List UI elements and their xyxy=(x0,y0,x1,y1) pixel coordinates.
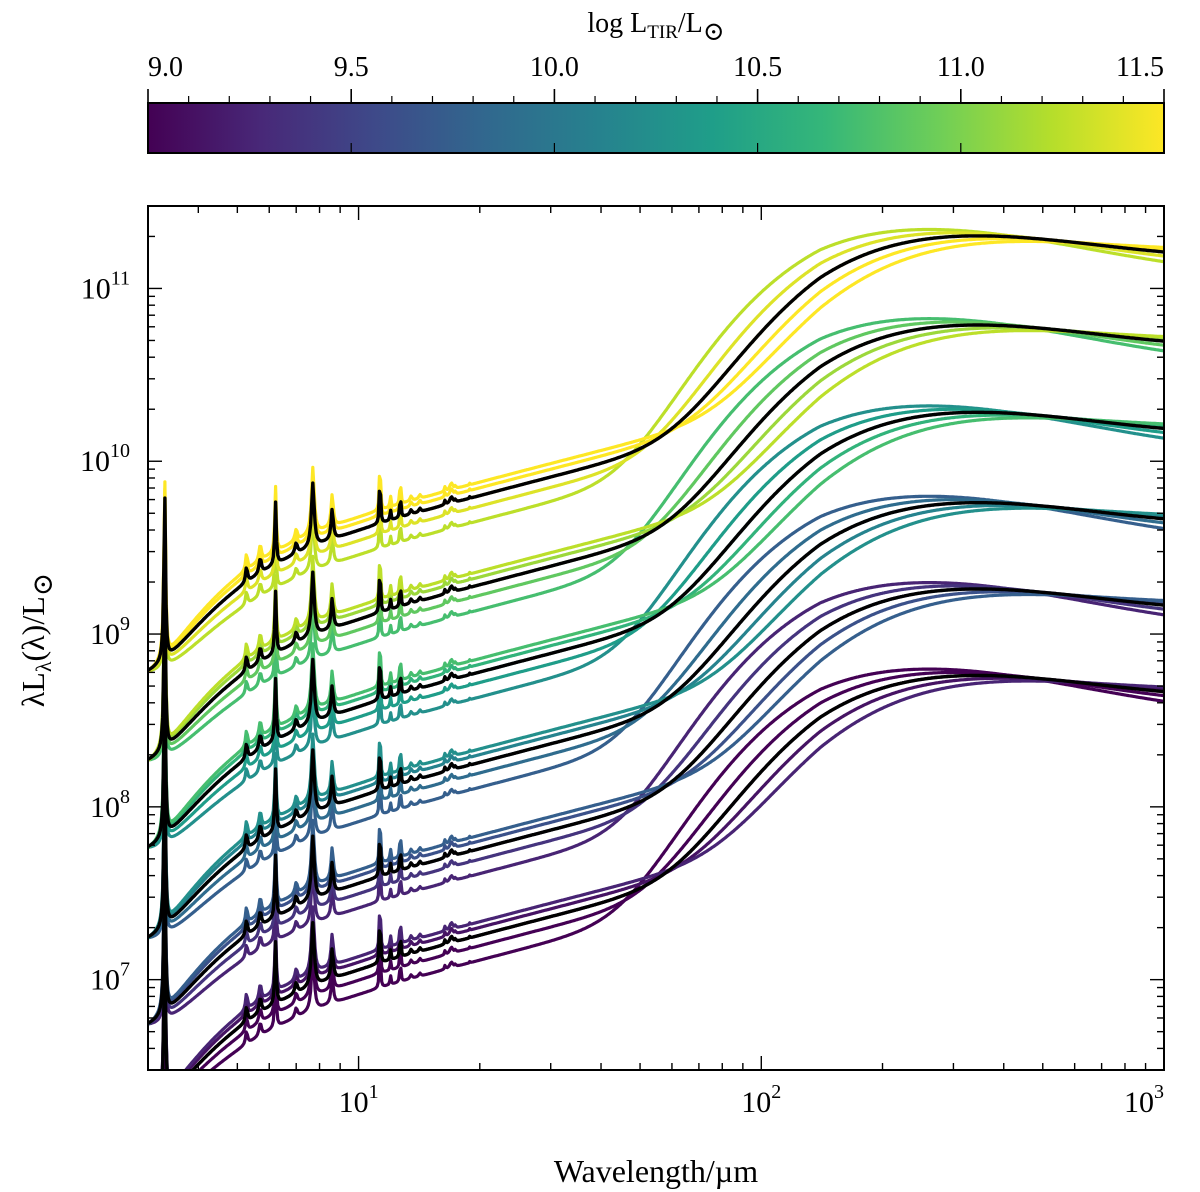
sed-curve xyxy=(148,506,1164,940)
colorbar-bar xyxy=(147,102,1165,154)
sed-curve-reference xyxy=(148,501,1164,939)
sed-curve xyxy=(148,317,1164,762)
colorbar-ticks xyxy=(147,89,1165,153)
colorbar-label: log LTIR/L⊙ xyxy=(587,8,724,46)
x-axis-label: Wavelength/µm xyxy=(554,1153,758,1189)
sed-curve xyxy=(148,234,1164,672)
y-tick-label: 109 xyxy=(90,613,130,651)
colorbar-tick-label: 10.0 xyxy=(530,52,579,83)
x-tick-labels: 101 102 103 xyxy=(339,1081,1164,1119)
sed-curve xyxy=(148,239,1164,673)
plot-area: 101 102 103 107 108 109 1010 1011 xyxy=(80,205,1165,1119)
sed-curve-reference xyxy=(148,234,1164,672)
sed-curve xyxy=(148,407,1164,849)
sed-curve xyxy=(148,592,1164,1026)
sed-curve xyxy=(148,410,1164,848)
x-tick-label: 101 xyxy=(339,1081,379,1119)
y-tick-labels: 107 108 109 1010 1011 xyxy=(80,267,130,996)
sed-curve xyxy=(148,503,1164,939)
sed-curve xyxy=(148,227,1164,673)
x-tick-label: 103 xyxy=(1124,1081,1164,1119)
y-tick-label: 108 xyxy=(90,786,130,824)
x-tick-label: 102 xyxy=(741,1081,781,1119)
series-lines xyxy=(148,227,1164,1070)
colorbar: log LTIR/L⊙ 9.0 9.5 10.0 10.5 11.0 11.5 xyxy=(147,8,1165,154)
colorbar-tick-label: 10.5 xyxy=(733,52,782,83)
sed-curve xyxy=(160,679,1164,1070)
y-axis-label: λLλ(λ)/L⊙ xyxy=(15,573,59,707)
colorbar-tick-label: 9.0 xyxy=(148,52,183,83)
sed-curve xyxy=(148,237,1164,672)
colorbar-tick-label: 11.5 xyxy=(1116,52,1164,83)
sed-curve-reference xyxy=(148,587,1164,1025)
sed-curve-reference xyxy=(148,410,1164,848)
y-tick-label: 107 xyxy=(90,959,130,997)
sed-curve xyxy=(160,673,1164,1070)
colorbar-tick-label: 9.5 xyxy=(334,52,369,83)
plot-frame xyxy=(147,205,1165,1071)
axis-ticks xyxy=(147,205,1165,1071)
sed-curve xyxy=(148,416,1164,850)
y-tick-label: 1011 xyxy=(81,267,130,305)
sed-curve xyxy=(148,329,1164,762)
colorbar-tick-labels: 9.0 9.5 10.0 10.5 11.0 11.5 xyxy=(148,52,1164,83)
sed-curve-reference xyxy=(160,673,1164,1070)
sed-curve-reference xyxy=(148,323,1164,761)
y-tick-label: 1010 xyxy=(80,440,130,478)
sed-curve xyxy=(148,231,1164,672)
colorbar-tick-label: 11.0 xyxy=(937,52,985,83)
sed-curve xyxy=(148,587,1164,1025)
